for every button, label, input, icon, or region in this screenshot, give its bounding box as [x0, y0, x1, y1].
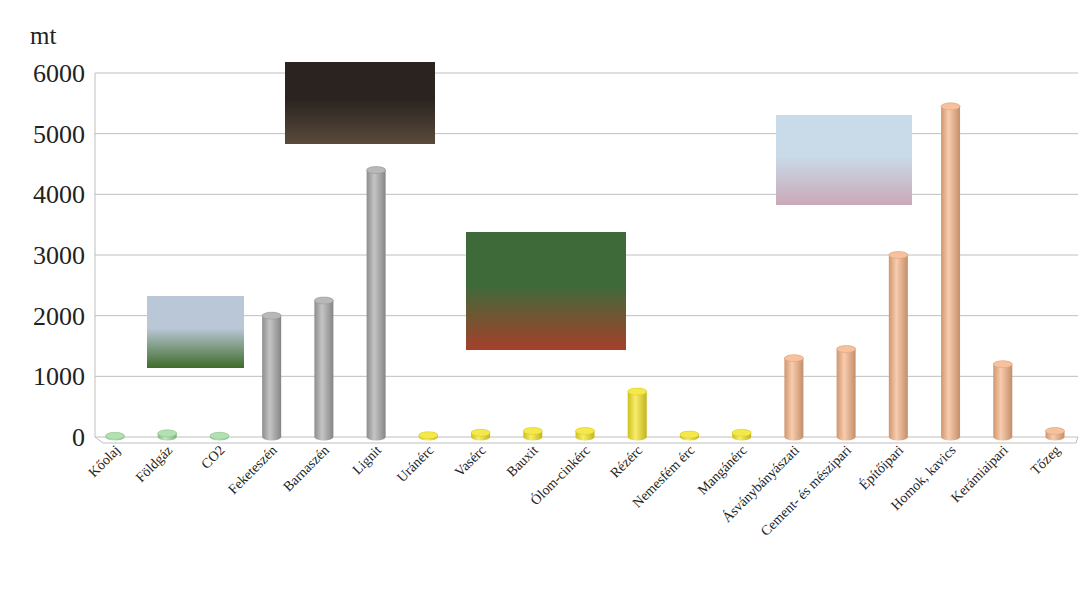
bar [889, 252, 908, 441]
bar [471, 429, 490, 440]
category-label: Lignit [349, 442, 384, 477]
bar [262, 312, 281, 440]
bars [106, 103, 1065, 441]
bar [367, 167, 386, 441]
bar-top [367, 167, 386, 174]
axis-line [95, 73, 96, 437]
bar-top [993, 361, 1012, 368]
tick-label: 4000 [33, 180, 85, 209]
bar-top [106, 432, 125, 439]
bar-top [210, 432, 229, 439]
bar [106, 432, 125, 440]
category-label: CO2 [198, 443, 227, 472]
bar [1046, 427, 1065, 440]
category-label: Bauxit [504, 442, 541, 479]
category-label: Barnaszén [280, 443, 332, 495]
bar-top [1046, 427, 1065, 434]
photo [147, 296, 244, 368]
bar-top [680, 431, 699, 438]
tick-label: 1000 [33, 362, 85, 391]
category-label: Feketeszén [225, 443, 280, 498]
category-label: Ólom-cinkérc [527, 442, 593, 508]
bar [732, 429, 751, 440]
axis-title: mt [30, 22, 56, 49]
grid-line [95, 133, 1078, 134]
bar [314, 297, 333, 441]
grid [95, 73, 1078, 437]
category-label: Tőzeg [1028, 443, 1063, 478]
bar [837, 346, 856, 441]
category-label: Kerámiaipari [948, 442, 1011, 505]
bar [210, 432, 229, 440]
bar-top [523, 427, 542, 434]
category-label: Cement- és mészipari [758, 442, 854, 538]
bar-top [784, 355, 803, 362]
photo [466, 232, 626, 350]
category-label: Mangánérc [695, 443, 750, 498]
category-label: Uránérc [394, 443, 436, 485]
tick-label: 6000 [33, 59, 85, 88]
bar [680, 431, 699, 440]
bar [993, 361, 1012, 441]
category-label: Nemesfém érc [630, 443, 698, 511]
bar [628, 388, 647, 441]
bar-top [941, 103, 960, 110]
category-label: Földgáz [133, 443, 176, 486]
bar-top [471, 429, 490, 436]
bar [419, 432, 438, 441]
grid-line [95, 194, 1078, 195]
category-label: Vasérc [452, 443, 489, 480]
grid-line [95, 376, 1078, 377]
bar-top [158, 430, 177, 437]
chart: mt 0 1000 2000 3000 4000 5000 6000 KőolajFöldgáz… [0, 0, 1082, 605]
photo [285, 62, 435, 144]
bar-top [628, 388, 647, 395]
category-label: Rézérc [607, 443, 645, 481]
tick-label: 2000 [33, 302, 85, 331]
bar-top [837, 346, 856, 353]
bar-top [576, 427, 595, 434]
bar-top [889, 252, 908, 259]
photo [776, 115, 912, 205]
bar-top [314, 297, 333, 304]
grid-line [95, 73, 1078, 74]
category-label: Építőipari [856, 442, 907, 493]
bar [941, 103, 960, 441]
tick-label: 3000 [33, 241, 85, 270]
bar-top [262, 312, 281, 319]
tick-label: 0 [72, 423, 85, 452]
bar [784, 355, 803, 441]
category-label: Kőolaj [86, 443, 124, 481]
category-label: Homok, kavics [888, 443, 959, 514]
bar [523, 427, 542, 440]
bar [158, 430, 177, 441]
bar-top [419, 432, 438, 439]
bar [576, 427, 595, 440]
bar-top [732, 429, 751, 436]
tick-label: 5000 [33, 120, 85, 149]
